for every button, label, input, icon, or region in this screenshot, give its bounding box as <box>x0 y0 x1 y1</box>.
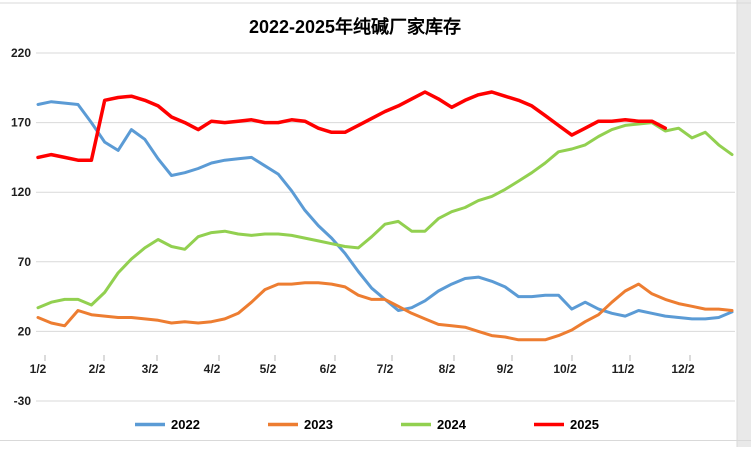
y-axis-label: 120 <box>11 185 31 199</box>
series-line-2024 <box>36 121 734 310</box>
x-axis-labels: 1/2 2/2 3/2 4/2 5/2 6/2 7/2 8/2 9/2 10/2 11/2 12/2 <box>30 362 695 376</box>
legend-item-2025: 2025 <box>534 417 599 432</box>
x-axis-label: 12/2 <box>671 362 695 376</box>
legend-label-2023: 2023 <box>304 417 333 432</box>
y-axis-label: 20 <box>18 324 32 338</box>
y-axis-label: 220 <box>11 46 31 60</box>
x-axis-label: 2/2 <box>89 362 106 376</box>
x-axis-ticks <box>44 355 691 361</box>
spreadsheet-margin <box>737 0 751 447</box>
x-axis-label: 3/2 <box>142 362 159 376</box>
x-axis-label: 8/2 <box>439 362 456 376</box>
x-axis-label: 5/2 <box>260 362 277 376</box>
legend-label-2024: 2024 <box>437 417 467 432</box>
x-axis-label: 4/2 <box>204 362 221 376</box>
series-line-2023 <box>36 281 734 342</box>
legend-item-2024: 2024 <box>401 417 467 432</box>
legend-item-2022: 2022 <box>135 417 200 432</box>
y-axis-label: 170 <box>11 116 31 130</box>
legend-label-2025: 2025 <box>570 417 599 432</box>
y-gridlines <box>36 52 735 402</box>
x-axis-label: 1/2 <box>30 362 47 376</box>
x-axis-label: 9/2 <box>497 362 514 376</box>
y-axis-label: -30 <box>14 394 32 408</box>
legend-label-2022: 2022 <box>171 417 200 432</box>
y-axis-labels: 220 170 120 70 20 -30 <box>11 46 31 408</box>
legend-item-2023: 2023 <box>268 417 333 432</box>
chart-title: 2022-2025年纯碱厂家库存 <box>249 16 461 37</box>
chart-legend: 2022 2023 2024 2025 <box>135 417 599 432</box>
series-line-2025 <box>36 90 668 162</box>
x-axis-label: 11/2 <box>612 362 635 376</box>
x-axis-label: 7/2 <box>377 362 394 376</box>
x-axis-label: 10/2 <box>553 362 577 376</box>
series-lines <box>36 90 734 342</box>
x-axis-label: 6/2 <box>320 362 337 376</box>
y-axis-label: 70 <box>18 255 32 269</box>
